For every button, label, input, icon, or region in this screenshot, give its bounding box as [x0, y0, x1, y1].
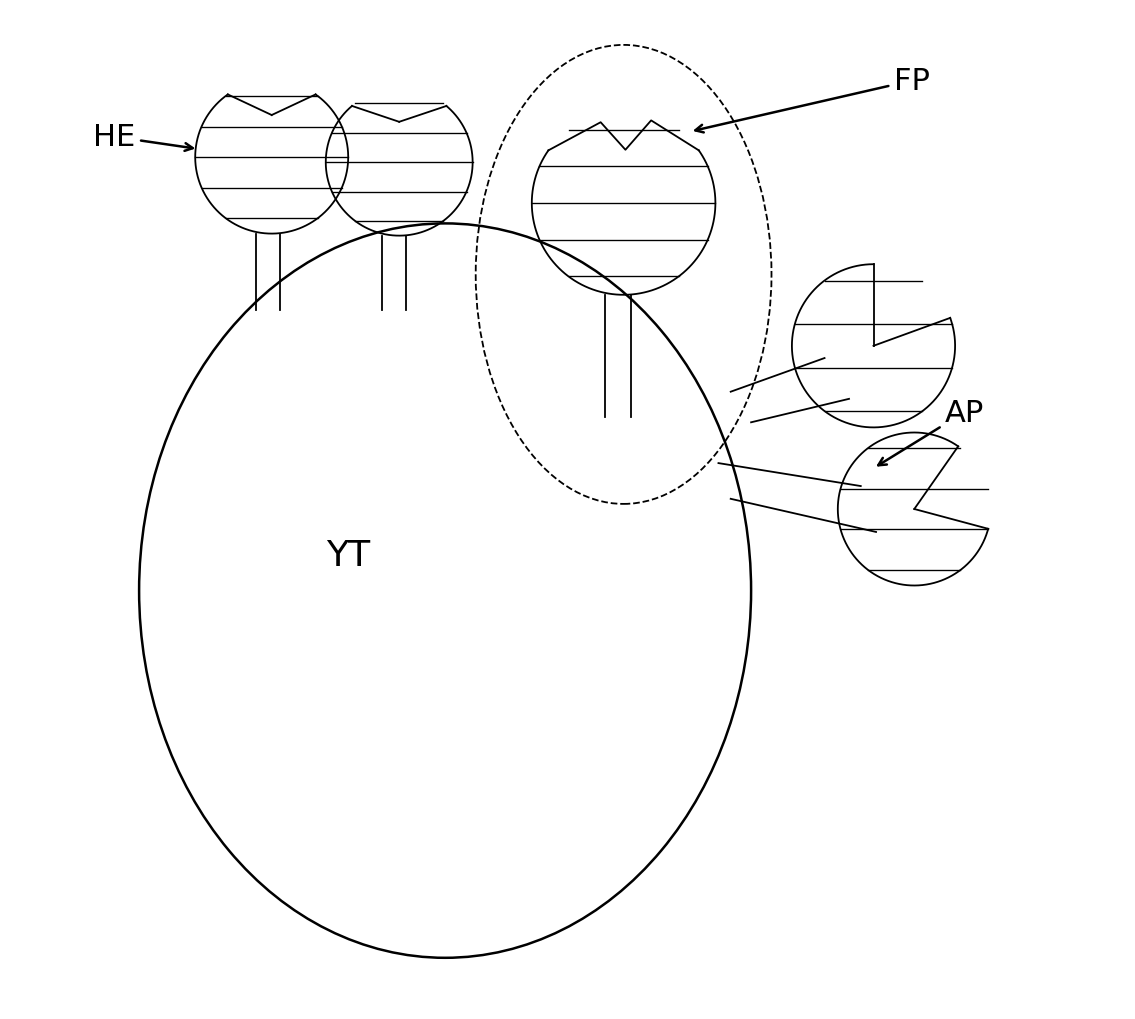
Text: AP: AP	[878, 398, 984, 466]
Text: YT: YT	[326, 538, 370, 573]
Text: HE: HE	[93, 123, 193, 152]
Text: FP: FP	[696, 67, 930, 133]
